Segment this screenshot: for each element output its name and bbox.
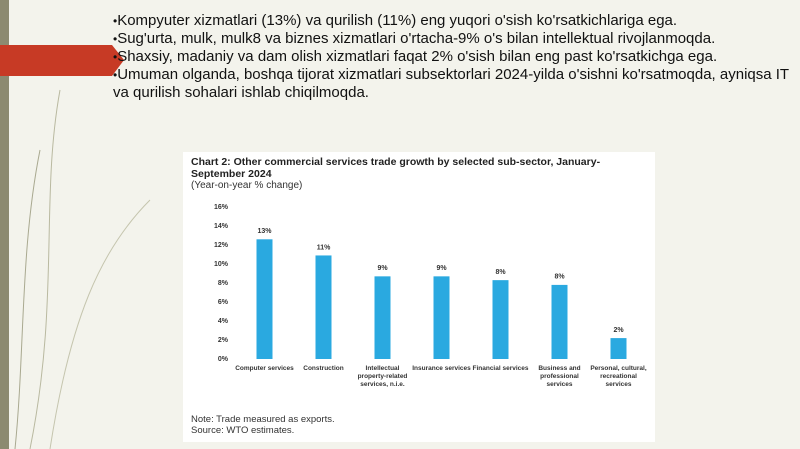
y-tick-label: 0% — [218, 356, 229, 363]
side-strip — [0, 0, 9, 449]
chart-title: Chart 2: Other commercial services trade… — [191, 156, 601, 180]
note: Note: Trade measured as exports. — [191, 414, 335, 425]
y-tick-label: 2% — [218, 337, 229, 344]
deco-line — [14, 149, 41, 449]
y-tick-label: 8% — [218, 280, 229, 287]
y-tick-label: 6% — [218, 299, 229, 306]
y-tick-label: 16% — [214, 204, 229, 211]
notes: Note: Trade measured as exports. Source: … — [191, 414, 335, 436]
value-label: 8% — [495, 269, 506, 276]
value-label: 2% — [613, 327, 624, 334]
deco-line — [29, 89, 61, 449]
y-tick-label: 14% — [214, 223, 229, 230]
bullet: Sug'urta, mulk, mulk8 va biznes xizmatla… — [113, 30, 795, 48]
bullet-list: Kompyuter xizmatlari (13%) va qurilish (… — [113, 12, 795, 102]
note: Source: WTO estimates. — [191, 425, 295, 436]
value-label: 9% — [377, 265, 388, 272]
x-tick-label: Personal, cultural, recreational service… — [590, 365, 647, 388]
y-tick-label: 10% — [214, 261, 229, 268]
chart: 0% 2% 4% 6% 8% 10% 12% 14% 16% 13% 11% 9% 9% 8% 8% 2% — [214, 204, 627, 363]
deco-line — [49, 199, 151, 449]
bullet: Kompyuter xizmatlari (13%) va qurilish (… — [113, 12, 795, 30]
bar — [315, 255, 332, 359]
bar — [256, 239, 273, 359]
value-label: 11% — [317, 244, 331, 251]
x-tick-label: Computer services — [235, 365, 294, 372]
bar — [492, 280, 509, 359]
bar — [433, 276, 450, 359]
chart-box: 0% 2% 4% 6% 8% 10% 12% 14% 16% 13% 11% 9% 9% 8% 8% 2% C… — [183, 152, 655, 442]
value-label: 8% — [554, 274, 565, 281]
bar — [610, 338, 627, 359]
x-tick-label: Construction — [303, 365, 344, 372]
x-tick-label: Intellectual property-related services, … — [357, 365, 408, 388]
y-tick-label: 12% — [214, 242, 229, 249]
y-tick-label: 4% — [218, 318, 229, 325]
x-tick-label: Insurance services — [412, 365, 471, 372]
arrow — [0, 45, 124, 76]
bar — [374, 276, 391, 359]
x-tick-label: Business and professional services — [538, 365, 581, 388]
value-label: 9% — [436, 265, 447, 272]
bullet: Shaxsiy, madaniy va dam olish xizmatlari… — [113, 48, 795, 66]
bar — [551, 284, 568, 359]
x-tick-label: Financial services — [472, 365, 529, 372]
bullet: Umuman olganda, boshqa tijorat xizmatlar… — [113, 66, 795, 102]
chart-subtitle: (Year-on-year % change) — [191, 180, 303, 191]
value-label: 13% — [257, 228, 272, 235]
